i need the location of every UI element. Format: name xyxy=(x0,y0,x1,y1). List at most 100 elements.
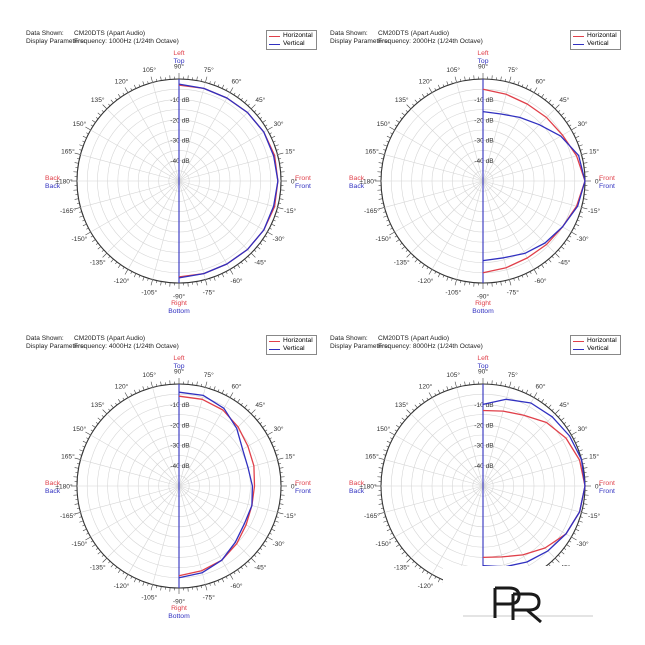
label-left: Left xyxy=(477,355,488,362)
grid-spoke xyxy=(80,460,179,486)
angle-tick xyxy=(383,216,387,217)
angle-tick xyxy=(254,110,256,112)
angle-tick xyxy=(151,585,153,591)
angle-tick xyxy=(275,216,279,217)
angle-label: 150° xyxy=(73,425,87,433)
angle-tick xyxy=(396,240,399,242)
angle-tick xyxy=(103,558,107,562)
angle-tick xyxy=(379,504,383,505)
angle-tick xyxy=(389,232,394,235)
polar-chart-svg: 90°75°60°45°30°15°0°-15°-30°-45°-60°-75°… xyxy=(322,28,634,328)
polar-panel-1000hz: Data Shown:CM20DTS (Apart Audio) Display… xyxy=(18,28,330,328)
angle-tick xyxy=(103,410,107,414)
angle-tick xyxy=(257,247,260,250)
angle-tick xyxy=(265,236,267,237)
angle-tick xyxy=(102,110,104,112)
polar-panel-2000hz: Data Shown:CM20DTS (Apart Audio) Display… xyxy=(322,28,634,328)
angle-tick xyxy=(245,259,248,262)
angle-tick xyxy=(379,199,383,200)
angle-tick xyxy=(573,533,575,534)
angle-tick xyxy=(415,564,418,567)
angle-tick xyxy=(265,125,267,126)
angle-label: 135° xyxy=(91,96,105,104)
angle-tick xyxy=(435,393,436,395)
angle-label: 165° xyxy=(61,148,75,156)
angle-tick xyxy=(85,537,90,540)
angle-tick xyxy=(267,432,272,435)
angle-tick xyxy=(98,113,101,116)
db-tick-label: -20 dB xyxy=(170,422,190,429)
angle-label: -120° xyxy=(418,277,434,285)
angle-tick xyxy=(271,441,275,443)
angle-tick xyxy=(558,415,560,417)
db-tick-label: -20 dB xyxy=(474,117,494,124)
angle-tick xyxy=(427,267,428,269)
grid-spoke xyxy=(153,486,179,585)
angle-tick xyxy=(427,398,428,400)
angle-tick xyxy=(575,224,579,226)
grid-spoke xyxy=(179,486,230,574)
angle-tick xyxy=(248,409,250,411)
angle-tick xyxy=(91,541,93,542)
angle-tick xyxy=(92,240,95,242)
angle-tick xyxy=(134,578,136,582)
angle-tick xyxy=(161,382,162,386)
angle-tick xyxy=(143,81,144,85)
angle-tick xyxy=(269,133,271,134)
angle-label: 105° xyxy=(142,66,156,74)
angle-tick xyxy=(226,393,227,395)
label-right: Right xyxy=(171,300,187,307)
angle-tick xyxy=(151,382,153,388)
angle-tick xyxy=(415,259,418,262)
angle-label: -120° xyxy=(418,582,434,590)
angle-tick xyxy=(269,228,271,229)
angle-tick xyxy=(549,259,552,262)
angle-tick xyxy=(395,125,397,126)
angle-label: -105° xyxy=(141,593,157,601)
angle-tick xyxy=(79,216,83,217)
angle-tick xyxy=(115,98,117,100)
grid-spoke xyxy=(91,181,179,232)
angle-tick xyxy=(379,458,385,460)
label-front-vertical: Front xyxy=(295,183,311,190)
angle-tick xyxy=(419,98,421,100)
angle-tick xyxy=(111,100,114,103)
label-back-horizontal: Back xyxy=(349,175,365,182)
angle-tick xyxy=(419,262,421,264)
angle-tick xyxy=(118,94,120,97)
angle-tick xyxy=(197,382,198,386)
angle-tick xyxy=(123,398,124,400)
angle-label: 75° xyxy=(508,66,518,74)
label-back-horizontal: Back xyxy=(45,175,61,182)
angle-tick xyxy=(205,77,207,83)
angle-label: 150° xyxy=(377,120,391,128)
grid-spoke xyxy=(179,460,278,486)
label-top: Top xyxy=(478,363,489,370)
grid-spoke xyxy=(483,486,534,574)
angle-label: -15° xyxy=(284,512,297,520)
db-tick-label: -40 dB xyxy=(474,158,494,165)
angle-tick xyxy=(226,88,227,90)
angle-tick xyxy=(412,256,414,258)
angle-tick xyxy=(111,564,114,567)
angle-tick xyxy=(438,273,440,277)
angle-tick xyxy=(435,88,436,90)
angle-tick xyxy=(429,269,432,274)
angle-tick xyxy=(269,533,271,534)
angle-tick xyxy=(102,250,104,252)
angle-tick xyxy=(134,390,136,394)
grid-spoke xyxy=(384,181,483,207)
angle-tick xyxy=(569,541,571,542)
angle-label: 135° xyxy=(395,96,409,104)
angle-label: 75° xyxy=(508,371,518,379)
label-left: Left xyxy=(173,355,184,362)
angle-tick xyxy=(98,418,101,421)
angle-tick xyxy=(75,153,81,155)
angle-label: 75° xyxy=(204,371,214,379)
angle-tick xyxy=(241,403,243,405)
grid-spoke xyxy=(384,486,483,512)
angle-label: -60° xyxy=(534,277,547,285)
db-tick-label: -30 dB xyxy=(170,443,190,450)
db-tick-label: -20 dB xyxy=(170,117,190,124)
angle-tick xyxy=(197,281,198,285)
